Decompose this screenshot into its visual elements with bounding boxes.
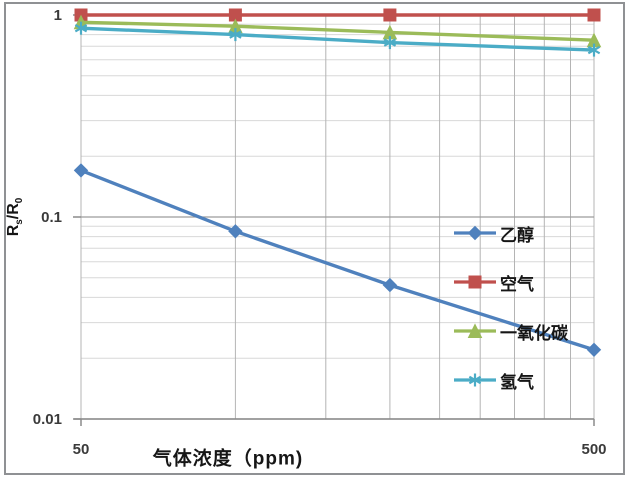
minor-gridlines — [81, 23, 594, 359]
figure-border — [4, 2, 625, 475]
diamond-marker-icon — [454, 225, 496, 241]
legend-label: 氢气 — [500, 372, 534, 392]
x-tick-label-50: 50 — [72, 441, 90, 458]
y-tick-label-1: 1 — [53, 7, 62, 24]
series-氢气 — [74, 21, 601, 57]
series-乙醇 — [73, 163, 602, 358]
legend-label: 乙醇 — [500, 225, 534, 245]
legend: 乙醇空气一氧化碳 氢气 — [453, 222, 568, 392]
asterisk-marker-icon — [454, 373, 496, 387]
series-空气 — [74, 8, 601, 22]
legend-item-乙醇: 乙醇 — [453, 222, 568, 245]
x-axis-title: 气体浓度（ppm) — [152, 448, 304, 470]
square-marker-icon — [454, 275, 496, 289]
x-tick-label-500: 500 — [581, 441, 607, 458]
legend-item-空气: 空气 — [453, 271, 568, 294]
legend-item-氢气: 氢气 — [453, 369, 568, 392]
y-tick-label-0.01: 0.01 — [32, 411, 62, 428]
legend-item-一氧化碳: 一氧化碳 — [453, 320, 568, 343]
legend-label: 空气 — [500, 274, 534, 294]
y-tick-label-0.1: 0.1 — [41, 209, 62, 226]
triangle-marker-icon — [454, 323, 496, 338]
legend-label: 一氧化碳 — [500, 323, 568, 343]
